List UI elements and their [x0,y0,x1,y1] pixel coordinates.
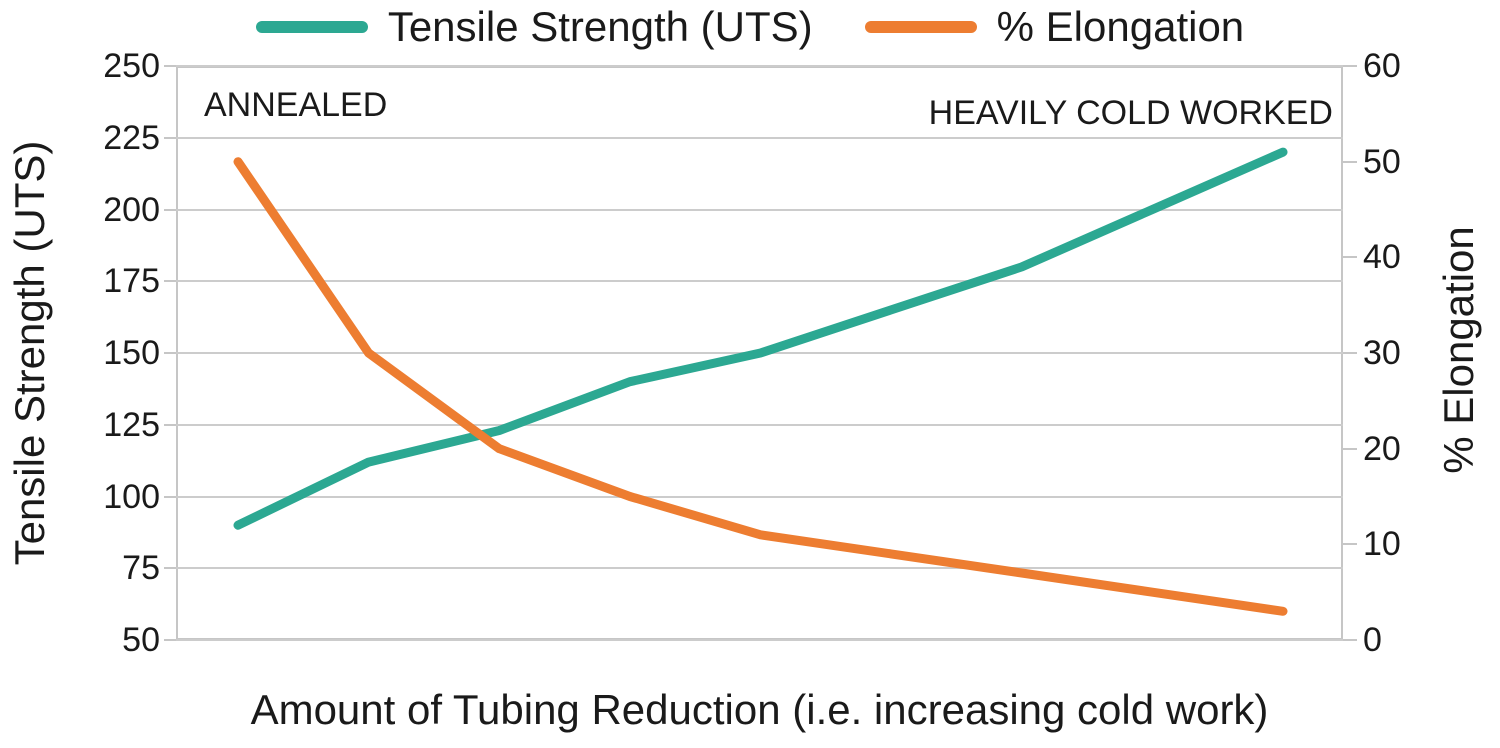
gridline-100 [176,495,1343,498]
left-tick-label-75: 75 [122,549,160,588]
chart-lines [233,147,1288,616]
right-tick-20 [1343,447,1357,450]
right-tick-0 [1343,639,1357,641]
right-tick-30 [1343,352,1357,354]
left-tick-label-100: 100 [103,477,160,516]
right-tick-50 [1343,160,1357,163]
elongation-legend-line-icon [864,21,977,33]
right-tick-label-40: 40 [1363,238,1401,277]
gridline-75 [176,567,1343,570]
left-tick-225 [164,136,176,139]
legend-label-elongation: % Elongation [996,3,1245,50]
gridline-50 [176,639,1343,641]
left-tick-label-150: 150 [103,334,160,372]
uts-line [233,147,1288,530]
gridline-200 [176,208,1343,211]
left-tick-50 [164,639,176,641]
left-tick-label-225: 225 [103,118,160,157]
left-tick-200 [164,208,176,211]
elongation-line [233,157,1288,616]
right-tick-label-0: 0 [1363,621,1382,659]
uts-legend-line-icon [255,21,368,33]
annotation-heavily-cold-worked: HEAVILY COLD WORKED [928,94,1333,132]
gridline-175 [176,280,1343,283]
left-tick-250 [164,65,176,67]
annotation-annealed: ANNEALED [204,86,388,124]
left-tick-label-200: 200 [103,190,160,229]
gridline-225 [176,136,1343,139]
legend-item-uts: Tensile Strength (UTS) [255,3,813,51]
right-tick-40 [1343,256,1357,259]
chart-legend: Tensile Strength (UTS) % Elongation [0,0,1500,54]
left-tick-label-250: 250 [103,47,160,85]
left-tick-175 [164,280,176,283]
left-tick-100 [164,495,176,498]
left-tick-label-175: 175 [103,262,160,301]
right-tick-label-30: 30 [1363,334,1401,372]
legend-item-elongation: % Elongation [864,3,1245,51]
right-tick-10 [1343,543,1357,546]
left-tick-150 [164,352,176,354]
right-axis-title: % Elongation [1435,226,1482,474]
left-tick-75 [164,567,176,570]
left-tick-125 [164,423,176,426]
right-tick-label-60: 60 [1363,47,1401,85]
gridline-250 [176,65,1343,67]
right-tick-label-50: 50 [1363,142,1401,181]
gridline-125 [176,423,1343,426]
legend-label-uts: Tensile Strength (UTS) [387,3,813,50]
left-tick-label-50: 50 [122,621,160,659]
left-tick-label-125: 125 [103,405,160,444]
left-axis-title: Tensile Strength (UTS) [6,140,53,566]
x-axis-title: Amount of Tubing Reduction (i.e. increas… [250,686,1269,733]
right-tick-60 [1343,65,1357,67]
right-tick-label-20: 20 [1363,429,1401,468]
right-tick-label-10: 10 [1363,525,1401,564]
